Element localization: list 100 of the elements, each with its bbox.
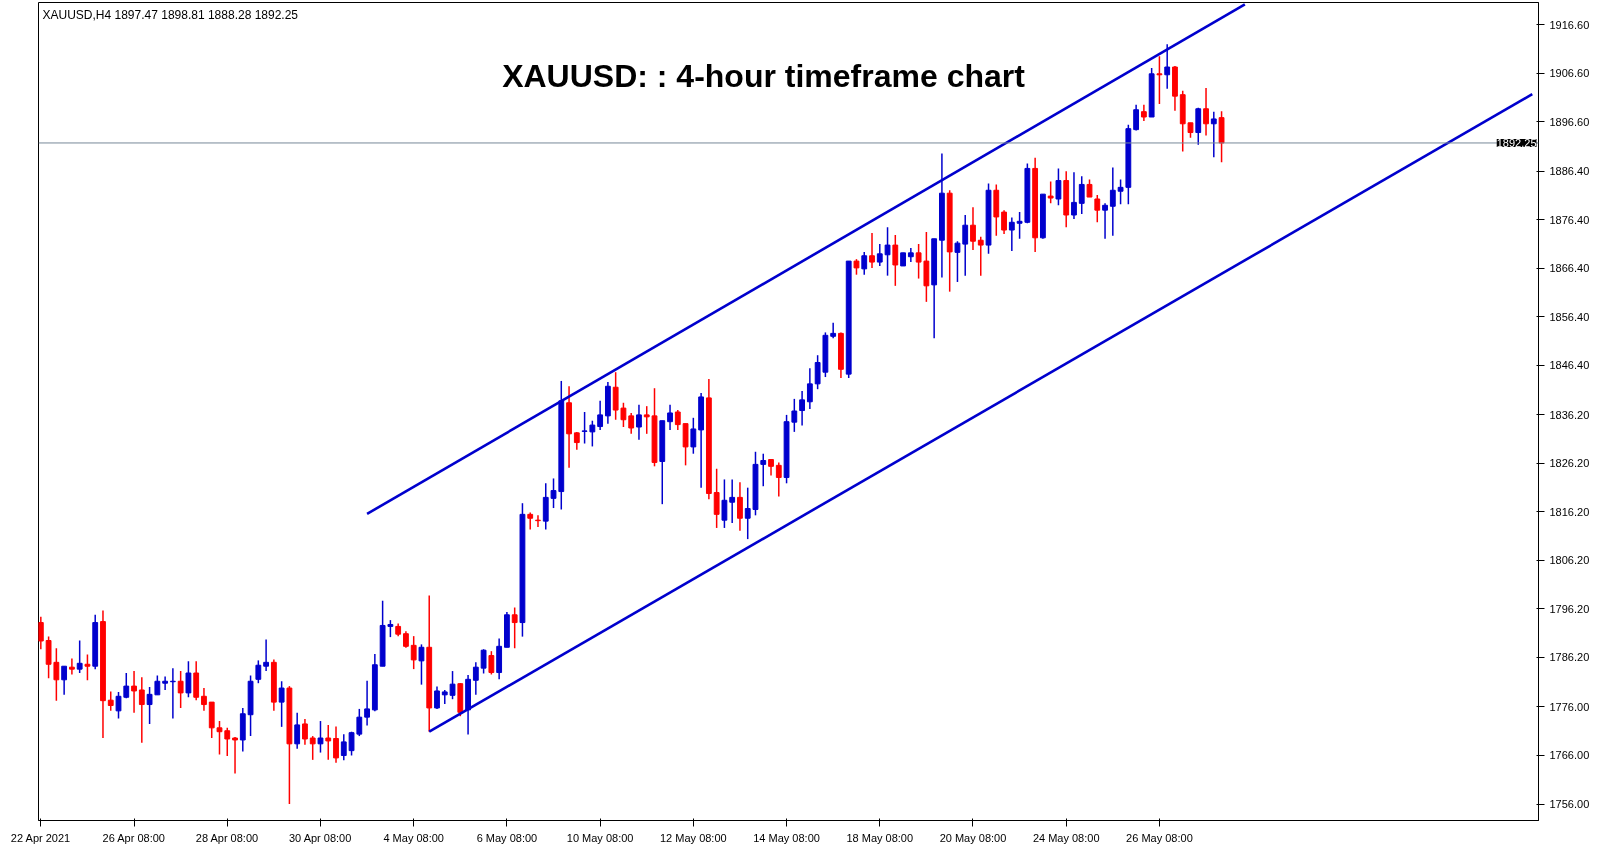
y-tick-label: 1786.20: [1549, 651, 1590, 664]
candlestick: [1071, 171, 1077, 220]
x-tick-label: 24 May 08:00: [1032, 831, 1100, 844]
candlestick: [511, 606, 518, 650]
candlestick: [636, 403, 642, 441]
candlestick: [1164, 43, 1171, 90]
candlestick: [1156, 55, 1163, 105]
candlestick: [1102, 202, 1108, 240]
candlestick: [68, 657, 75, 676]
candlestick: [791, 398, 798, 433]
candlestick: [667, 403, 673, 431]
candlestick: [333, 725, 339, 764]
candlestick: [410, 635, 417, 670]
candlestick: [869, 232, 875, 269]
candlestick: [737, 481, 743, 532]
candlestick: [806, 367, 813, 410]
y-tick-label: 1846.40: [1549, 359, 1590, 372]
y-tick-label: 1886.40: [1549, 165, 1590, 178]
candlestick: [1133, 104, 1140, 132]
candlestick: [302, 718, 308, 746]
candlestick: [480, 648, 487, 675]
candlestick: [84, 653, 91, 682]
y-tick-label: 1806.20: [1549, 554, 1590, 567]
y-tick-label: 1756.00: [1549, 798, 1590, 810]
x-tick-label: 4 May 08:00: [383, 831, 444, 844]
text: XAUUSD: : 4-hour timeframe chart: [502, 57, 1026, 94]
candlestick: [861, 251, 868, 276]
candlestick: [1094, 194, 1101, 224]
y-tick-label: 1916.60: [1549, 18, 1590, 31]
candlestick: [1008, 216, 1015, 252]
candlestick: [1109, 166, 1116, 237]
x-tick-label: 12 May 08:00: [660, 831, 727, 844]
x-tick-label: 10 May 08:00: [566, 831, 634, 844]
y-tick-label: 1796.20: [1549, 602, 1590, 615]
candlestick: [232, 736, 238, 775]
candlestick: [1001, 209, 1007, 235]
y-tick-label: 1896.60: [1549, 115, 1590, 128]
y-tick-label: 1826.20: [1549, 457, 1590, 470]
candlestick: [201, 687, 207, 712]
candlestick: [131, 670, 137, 714]
x-tick-label: 20 May 08:00: [939, 831, 1007, 844]
candlestick: [690, 417, 697, 455]
candlestick: [263, 638, 270, 672]
candlestick: [162, 675, 169, 691]
candlestick: [364, 680, 370, 727]
candlestick: [628, 412, 635, 435]
annotation: XAUUSD,H4 1897.47 1898.81 1888.28 1892.25: [42, 7, 299, 22]
x-tick-label: 28 Apr 08:00: [195, 831, 259, 844]
candlestick: [1210, 110, 1217, 159]
candlestick: [294, 712, 301, 750]
candlestick: [775, 461, 782, 498]
candlestick: [721, 478, 728, 529]
candlestick: [418, 643, 425, 686]
y-tick-label: 1836.20: [1549, 408, 1590, 421]
y-tick-label: 1766.00: [1549, 749, 1590, 762]
candlestick: [970, 206, 976, 251]
candlestick: [472, 661, 479, 696]
candlestick: [1055, 167, 1062, 207]
candlestick: [527, 511, 534, 531]
candlestick: [309, 735, 316, 761]
candlestick: [1078, 175, 1085, 215]
candlestick: [107, 690, 114, 712]
candlestick: [830, 321, 837, 339]
candlestick: [255, 659, 262, 684]
y-tick-label: 1906.60: [1549, 67, 1590, 80]
y-tick-label: 1876.40: [1549, 213, 1590, 226]
x-tick-label: 26 May 08:00: [1126, 831, 1193, 844]
candlestick: [278, 680, 285, 728]
candlestick: [317, 720, 324, 754]
x-tick-label: 26 Apr 08:00: [102, 831, 165, 844]
y-tick-label: 1816.20: [1549, 505, 1590, 518]
candlestick: [1203, 87, 1209, 137]
ref-line-label: 1892.25: [1496, 136, 1537, 149]
candlestick: [1195, 107, 1202, 146]
candlestick: [434, 685, 440, 710]
x-tick-label: 6 May 08:00: [476, 831, 538, 844]
candlestick: [488, 650, 495, 676]
candlestick: [1047, 180, 1054, 205]
candlestick: [682, 422, 689, 467]
candlestick: [713, 468, 720, 529]
candlestick: [597, 400, 604, 431]
x-tick-label: 22 Apr 2021: [10, 831, 71, 844]
y-tick-label: 1776.00: [1549, 700, 1590, 713]
y-tick-label: 1866.40: [1549, 262, 1590, 275]
candlestick: [799, 390, 805, 427]
candlestick: [177, 670, 184, 709]
candlestick: [76, 639, 83, 674]
y-tick-label: 1856.40: [1549, 310, 1590, 323]
x-tick-label: 14 May 08:00: [753, 831, 820, 844]
candlestick: [185, 660, 192, 699]
x-tick-label: 30 Apr 08:00: [288, 831, 352, 844]
candlestick: [325, 724, 332, 761]
candlestick: [674, 409, 681, 431]
candlestick: [892, 234, 899, 287]
candlestick: [38, 615, 44, 650]
candlestick: [61, 665, 68, 696]
candlestick: [138, 676, 145, 744]
candlestick: [729, 478, 736, 524]
x-tick-label: 18 May 08:00: [846, 831, 914, 844]
candlestick: [977, 236, 984, 277]
